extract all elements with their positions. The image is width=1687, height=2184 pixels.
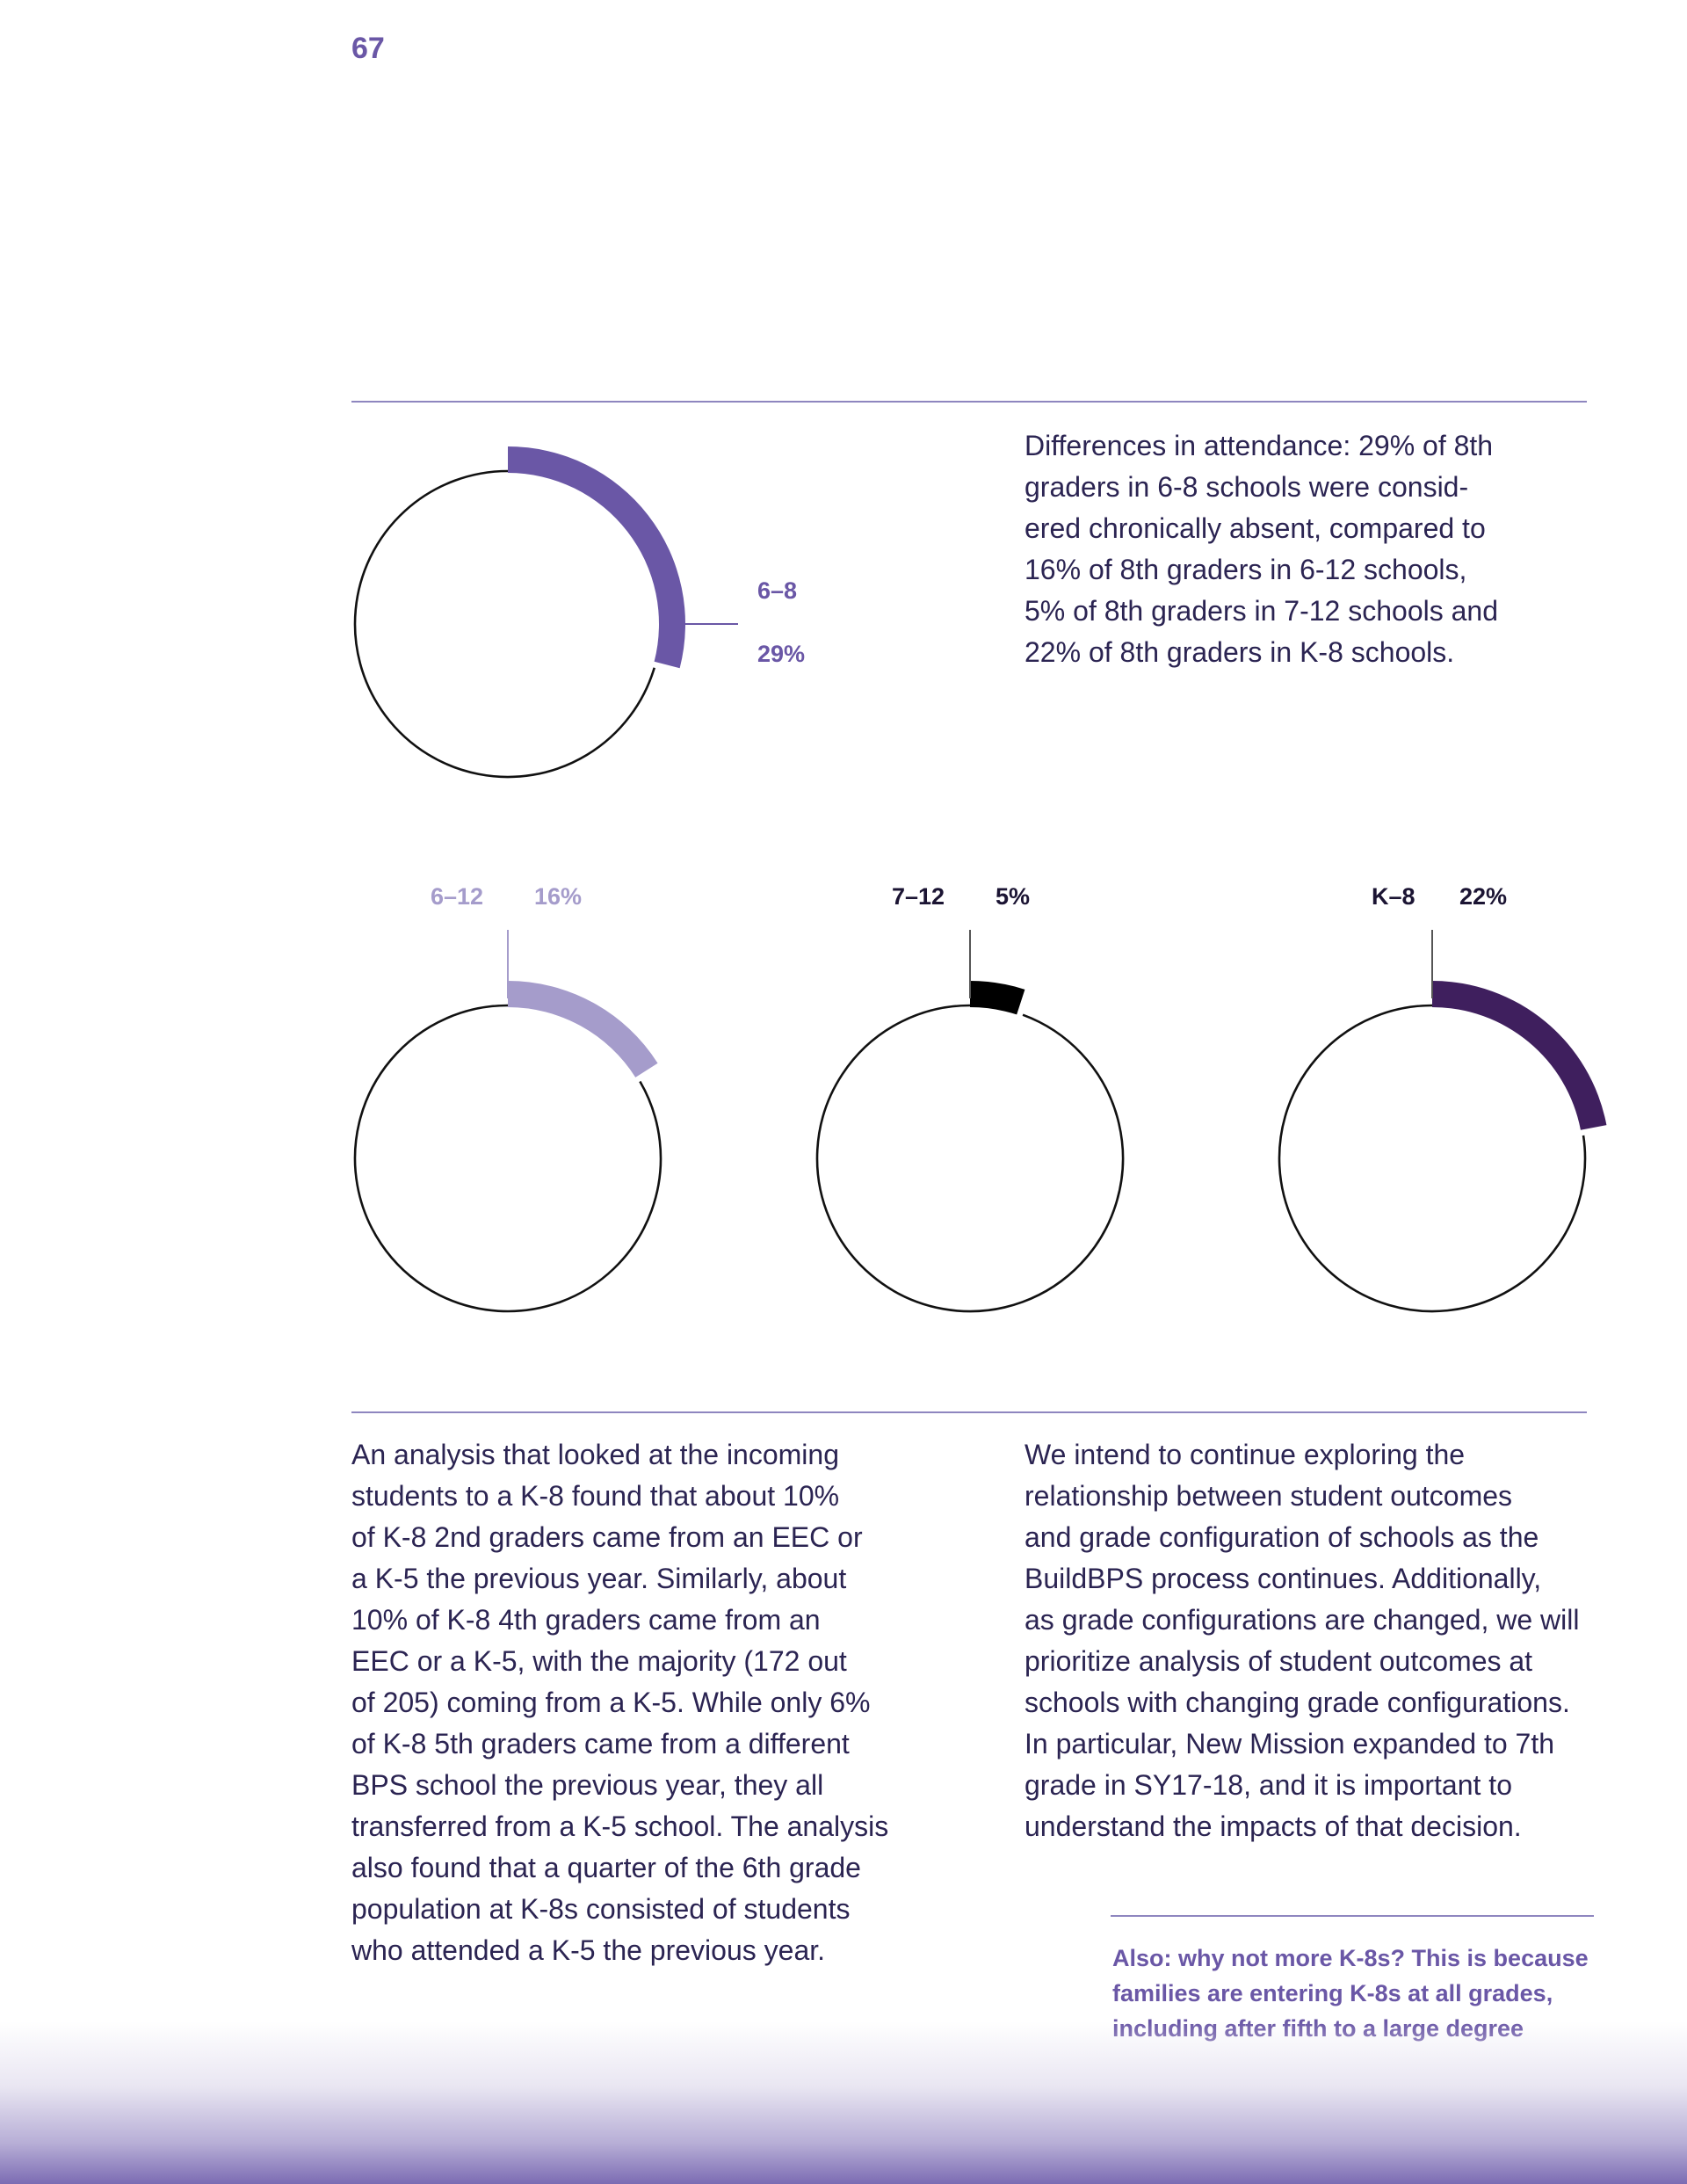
ring-6-12-category-label: 6–12 [431,883,484,910]
attendance-summary-text: Differences in attendance: 29% of 8th gr… [1025,430,1498,668]
ring-6-8-remainder-outline [353,469,655,779]
ring-7-12-remainder-outline [815,1004,1125,1313]
footer-gradient [0,2021,1687,2184]
ring-7-12-category-label: 7–12 [892,883,945,910]
ring-6-8 [353,446,738,779]
ring-6-12-value-label: 16% [534,883,583,910]
top-divider [351,401,1587,403]
ring-k-8-value-label: 22% [1459,883,1508,910]
ring-7-12-value-arc [970,981,1025,1015]
ring-6-12-remainder-outline [353,1004,662,1313]
ring-6-8-category-label: 6–8 [757,577,798,604]
ring-6-8-value-label: 29% [757,641,806,667]
ring-k-8-value-arc [1432,981,1607,1130]
ring-6-12-value-arc [508,981,658,1077]
ring-7-12 [815,930,1125,1313]
right-column-text: We intend to continue exploring the rela… [1025,1439,1580,1842]
ring-6-12 [353,930,662,1313]
ring-k-8-category-label: K–8 [1372,883,1415,910]
page-number: 67 [351,32,385,65]
ring-k-8 [1278,930,1607,1313]
note-divider [1111,1915,1594,1917]
ring-6-8-value-arc [508,446,685,669]
ring-7-12-value-label: 5% [996,883,1031,910]
middle-divider [351,1411,1587,1413]
ring-k-8-remainder-outline [1278,1004,1587,1313]
left-column-text: An analysis that looked at the incoming … [351,1439,889,1966]
